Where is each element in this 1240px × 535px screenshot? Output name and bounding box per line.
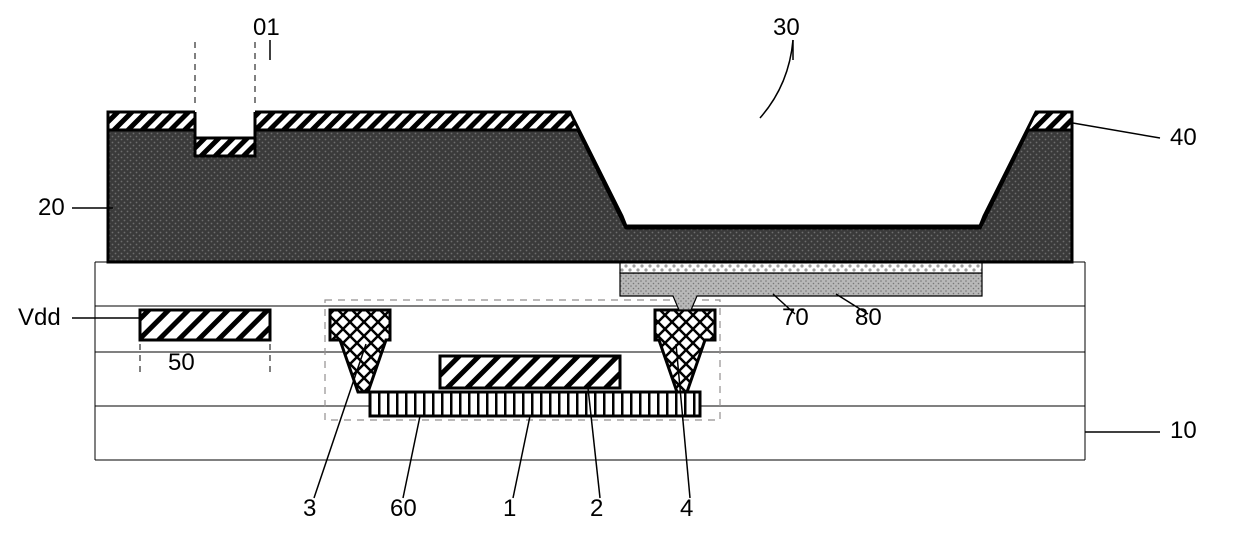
label-l70: 70 — [782, 304, 809, 331]
label-l80: 80 — [855, 304, 882, 331]
label-l2: 2 — [590, 495, 603, 522]
vdd-pad — [140, 310, 270, 340]
label-l60: 60 — [390, 495, 417, 522]
label-l20: 20 — [38, 194, 65, 221]
source-pad — [330, 310, 390, 392]
label-l30: 30 — [773, 14, 800, 41]
label-l50: 50 — [168, 349, 195, 376]
drain-pad — [655, 310, 715, 392]
label-l10: 10 — [1170, 417, 1197, 444]
label-l1: 1 — [503, 495, 516, 522]
active-layer — [370, 392, 700, 416]
label-l40: 40 — [1170, 124, 1197, 151]
label-vdd: Vdd — [18, 304, 61, 331]
label-l4: 4 — [680, 495, 693, 522]
label-l3: 3 — [303, 495, 316, 522]
label-l01: 01 — [253, 14, 280, 41]
